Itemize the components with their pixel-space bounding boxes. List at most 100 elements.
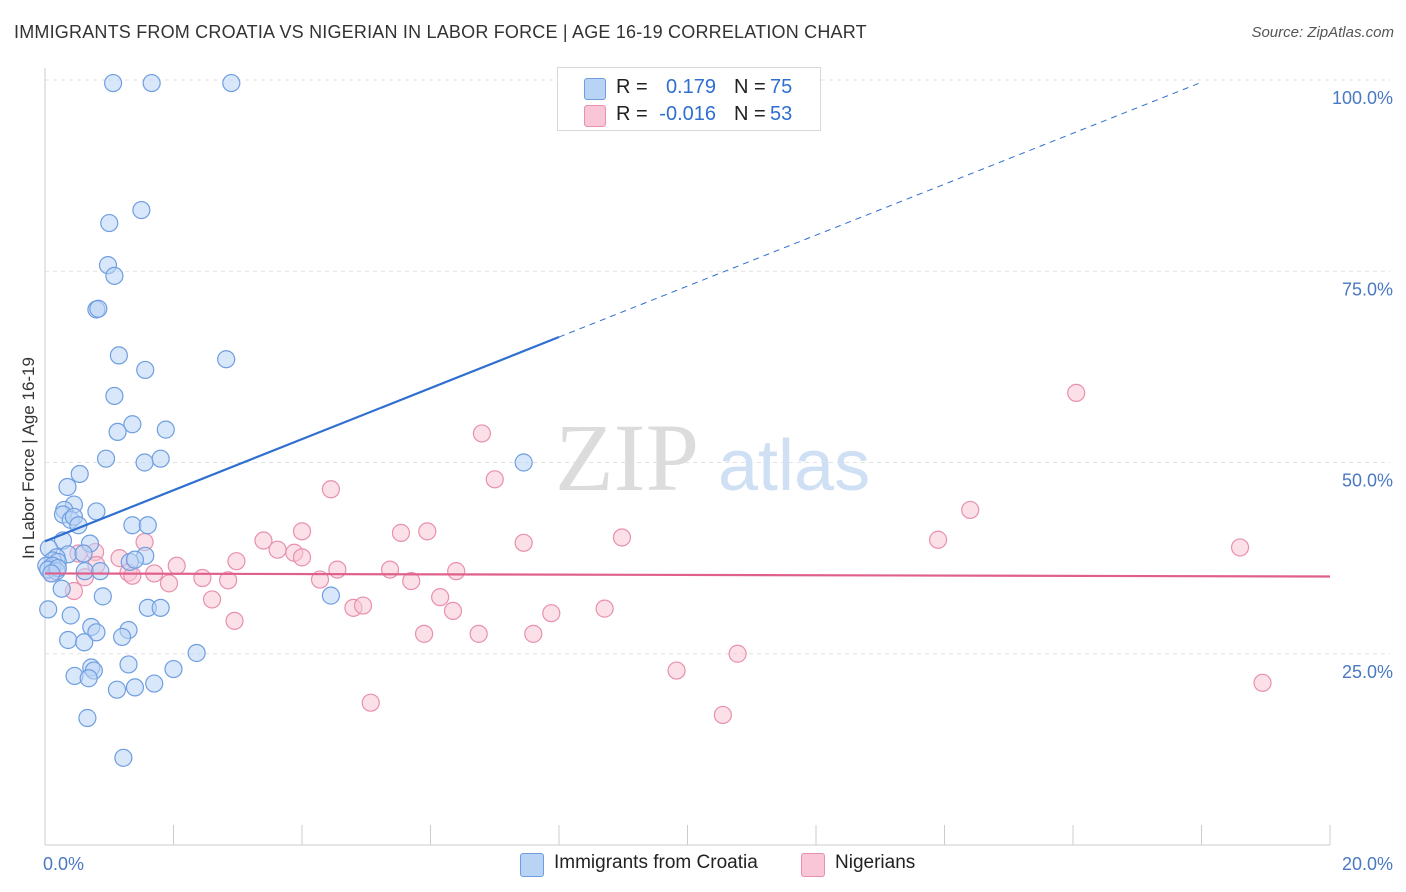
nigerian-point <box>219 571 238 590</box>
croatia-point <box>145 674 164 693</box>
croatia-point <box>100 213 119 233</box>
nigerian-legend-icon <box>801 853 825 877</box>
croatia-point <box>75 562 94 581</box>
croatia-point <box>514 453 533 472</box>
nigerian-point <box>254 531 273 550</box>
y-tick-label: 100.0% <box>1332 88 1393 108</box>
nigerian-point <box>472 424 491 443</box>
axes: 25.0% 50.0% 75.0% 100.0% 0.0% 20.0% <box>43 68 1393 874</box>
croatia-point <box>93 587 112 606</box>
r-label: R = <box>616 76 648 98</box>
source-credit: Source: ZipAtlas.com <box>1251 24 1394 41</box>
nigerian-point <box>961 500 980 520</box>
nigerian-point <box>310 570 330 589</box>
croatia-point <box>104 73 123 93</box>
nigerian-point <box>485 470 504 489</box>
legend-row-nigerian: R = -0.016 N = 53 <box>558 103 820 127</box>
x-tick-label: 20.0% <box>1342 854 1393 874</box>
croatia-point <box>164 659 183 679</box>
croatia-point <box>125 678 145 697</box>
nigerian-point <box>418 522 437 541</box>
data-points <box>37 73 1272 767</box>
nigerian-point <box>380 560 400 579</box>
croatia-point <box>119 655 138 674</box>
nigerian-point <box>361 693 380 712</box>
nigerian-point <box>612 528 632 547</box>
nigerian-point <box>193 568 212 588</box>
croatia-point <box>151 449 170 468</box>
croatia-point <box>79 669 98 688</box>
y-tick-label: 25.0% <box>1342 662 1393 682</box>
series-legend-croatia: Immigrants from Croatia <box>520 852 780 877</box>
croatia-point <box>136 360 155 380</box>
nigerian-point <box>414 624 434 643</box>
croatia-swatch-icon <box>584 78 606 100</box>
nigerian-point <box>268 540 287 559</box>
croatia-point <box>156 420 175 439</box>
nigerian-point <box>1067 383 1086 402</box>
croatia-point <box>107 680 127 699</box>
nigerian-point <box>227 552 246 571</box>
legend-row-croatia: R = 0.179 N = 75 <box>558 76 820 100</box>
croatia-point <box>217 350 236 369</box>
nigerian-point <box>667 661 686 680</box>
croatia-point <box>39 600 58 619</box>
croatia-point <box>123 516 142 535</box>
nigerian-swatch-icon <box>584 105 606 127</box>
croatia-legend-label: Immigrants from Croatia <box>554 852 758 873</box>
series-legend-nigerian: Nigerians <box>801 852 941 877</box>
croatia-point <box>125 550 145 569</box>
watermark: ZIP atlas <box>555 404 870 511</box>
nigerian-point <box>225 611 244 630</box>
nigerian-point <box>469 624 488 643</box>
nigerian-point <box>928 530 948 549</box>
croatia-legend-icon <box>520 853 544 877</box>
croatia-point <box>52 579 71 598</box>
r-value: -0.016 <box>659 103 716 125</box>
nigerian-point <box>1230 538 1250 557</box>
nigerian-point <box>159 574 179 593</box>
croatia-point <box>321 586 341 605</box>
nigerian-point <box>328 560 347 579</box>
nigerian-point <box>713 705 732 725</box>
nigerian-point <box>202 590 222 609</box>
nigerian-point <box>443 601 463 621</box>
croatia-point <box>75 633 94 652</box>
chart-title: IMMIGRANTS FROM CROATIA VS NIGERIAN IN L… <box>14 22 867 42</box>
croatia-point <box>59 630 78 650</box>
nigerian-point <box>321 480 341 499</box>
nigerian-point <box>292 522 312 541</box>
y-tick-label: 50.0% <box>1342 471 1393 491</box>
watermark-atlas: atlas <box>718 426 870 506</box>
croatia-point <box>96 449 116 468</box>
nigerian-point <box>391 523 411 542</box>
croatia-trend-extension <box>558 81 1202 338</box>
nigerian-point <box>514 533 533 552</box>
n-label: N = <box>734 103 766 125</box>
r-label: R = <box>616 103 648 125</box>
croatia-point <box>87 623 106 642</box>
croatia-point <box>132 200 151 220</box>
n-label: N = <box>734 76 766 98</box>
nigerian-point <box>447 562 466 581</box>
nigerian-legend-label: Nigerians <box>835 852 916 873</box>
croatia-point <box>222 73 241 93</box>
croatia-point <box>151 598 170 617</box>
nigerian-trend-line <box>44 572 1331 578</box>
r-value: 0.179 <box>665 76 716 98</box>
n-value: 53 <box>770 103 793 125</box>
grid <box>45 79 1390 655</box>
croatia-point <box>112 627 132 647</box>
croatia-point <box>91 562 110 581</box>
croatia-point <box>138 516 157 535</box>
croatia-point <box>123 415 142 434</box>
nigerian-point <box>167 556 186 575</box>
croatia-point <box>74 544 93 563</box>
y-axis-label: In Labor Force | Age 16-19 <box>19 357 38 559</box>
croatia-point <box>78 708 97 728</box>
croatia-point <box>70 464 89 484</box>
croatia-point <box>108 422 127 441</box>
croatia-trend-line <box>44 336 560 543</box>
croatia-point <box>135 453 154 472</box>
watermark-zip: ZIP <box>555 404 699 511</box>
